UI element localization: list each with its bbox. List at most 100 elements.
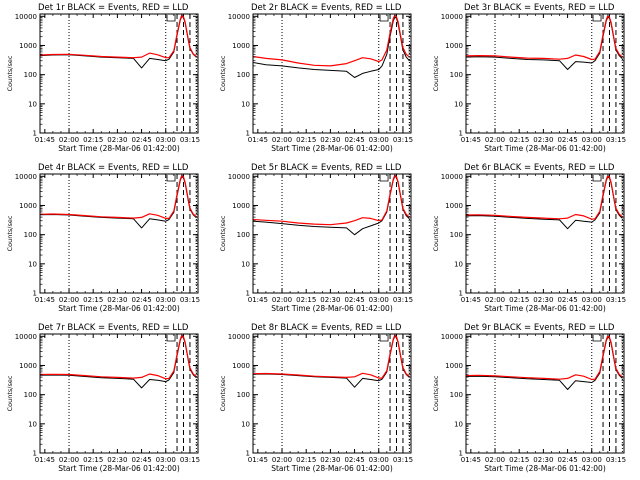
plot-frame <box>252 13 412 134</box>
x-tick-label: 03:15 <box>180 136 200 144</box>
events-series-line <box>39 15 197 69</box>
lld-series-line <box>39 174 197 219</box>
y-tick-label: 10000 <box>15 333 37 341</box>
x-tick-label: 02:15 <box>83 456 103 464</box>
plot-frame <box>252 173 412 294</box>
events-series-line <box>39 335 197 389</box>
lld-series-line <box>39 14 197 59</box>
x-tick-label: 01:45 <box>35 296 55 304</box>
panel-title: Det 1r BLACK = Events, RED = LLD <box>38 3 189 13</box>
plot-frame <box>465 13 625 134</box>
panel-title: Det 9r BLACK = Events, RED = LLD <box>464 323 615 333</box>
x-tick-label: 02:30 <box>320 456 340 464</box>
x-axis-label: Start Time (28-Mar-06 01:42:00) <box>484 464 606 473</box>
x-tick-label: 03:15 <box>606 456 626 464</box>
y-tick-label: 1000 <box>19 42 37 50</box>
y-tick-label: 1 <box>246 290 250 298</box>
x-tick-label: 03:00 <box>156 296 176 304</box>
panel-title: Det 6r BLACK = Events, RED = LLD <box>464 163 615 173</box>
x-tick-label: 03:00 <box>582 296 602 304</box>
x-tick-label: 03:00 <box>582 456 602 464</box>
x-tick-label: 02:45 <box>557 456 577 464</box>
y-tick-label: 1 <box>33 290 37 298</box>
x-tick-label: 02:30 <box>107 136 127 144</box>
x-tick-label: 02:00 <box>485 136 505 144</box>
x-tick-label: 02:30 <box>107 296 127 304</box>
x-tick-label: 02:45 <box>557 296 577 304</box>
panel-title: Det 3r BLACK = Events, RED = LLD <box>464 3 615 13</box>
x-tick-label: 02:30 <box>320 296 340 304</box>
x-tick-label: 02:45 <box>344 136 364 144</box>
y-tick-label: 1 <box>33 450 37 458</box>
detector-panel: Det 7r BLACK = Events, RED = LLD 1 10 100 10… <box>6 323 200 473</box>
x-axis-label: Start Time (28-Mar-06 01:42:00) <box>271 144 393 153</box>
x-axis-label: Start Time (28-Mar-06 01:42:00) <box>271 304 393 313</box>
x-tick-label: 02:45 <box>131 456 151 464</box>
panel-title: Det 8r BLACK = Events, RED = LLD <box>251 323 402 333</box>
x-tick-label: 02:45 <box>344 456 364 464</box>
plot-frame <box>39 333 199 454</box>
plot-frame <box>39 13 199 134</box>
x-tick-label: 02:00 <box>485 456 505 464</box>
detector-panel: Det 1r BLACK = Events, RED = LLD 1 10 100 10… <box>6 3 200 153</box>
y-tick-label: 10 <box>28 260 37 268</box>
plot-frame <box>252 333 412 454</box>
x-tick-label: 02:30 <box>320 136 340 144</box>
flare-bracket-marker <box>592 335 602 342</box>
x-tick-label: 01:45 <box>248 136 268 144</box>
lld-series-line <box>465 335 623 381</box>
x-axis-label: Start Time (28-Mar-06 01:42:00) <box>484 304 606 313</box>
y-tick-label: 100 <box>24 231 37 239</box>
x-tick-label: 03:15 <box>606 136 626 144</box>
x-tick-label: 02:15 <box>509 456 529 464</box>
events-series-line <box>252 175 410 236</box>
y-tick-label: 10000 <box>228 13 250 21</box>
x-tick-label: 03:15 <box>606 296 626 304</box>
x-tick-label: 02:15 <box>509 296 529 304</box>
y-axis-label: Counts/sec <box>219 55 227 91</box>
flare-bracket-marker <box>379 175 389 182</box>
panel-title: Det 5r BLACK = Events, RED = LLD <box>251 163 402 173</box>
y-tick-label: 1 <box>459 450 463 458</box>
y-tick-label: 1000 <box>232 42 250 50</box>
x-axis-label: Start Time (28-Mar-06 01:42:00) <box>58 144 180 153</box>
y-tick-label: 10 <box>454 260 463 268</box>
x-tick-label: 03:00 <box>369 296 389 304</box>
y-tick-label: 10 <box>454 100 463 108</box>
y-tick-label: 1000 <box>445 42 463 50</box>
panel-title: Det 7r BLACK = Events, RED = LLD <box>38 323 189 333</box>
y-axis-label: Counts/sec <box>219 215 227 251</box>
y-tick-label: 100 <box>237 391 250 399</box>
x-tick-label: 03:15 <box>393 136 413 144</box>
flare-bracket-marker <box>166 335 176 342</box>
x-tick-label: 01:45 <box>35 136 55 144</box>
y-tick-label: 1000 <box>445 202 463 210</box>
y-tick-label: 1 <box>33 130 37 138</box>
x-tick-label: 01:45 <box>461 296 481 304</box>
y-tick-label: 10000 <box>15 173 37 181</box>
x-tick-label: 02:00 <box>272 456 292 464</box>
y-tick-label: 100 <box>237 71 250 79</box>
plot-frame <box>465 333 625 454</box>
panel-title: Det 4r BLACK = Events, RED = LLD <box>38 163 189 173</box>
x-axis-label: Start Time (28-Mar-06 01:42:00) <box>271 464 393 473</box>
y-axis-label: Counts/sec <box>432 375 440 411</box>
flare-bracket-marker <box>379 335 389 342</box>
events-series-line <box>465 16 623 70</box>
x-tick-label: 02:15 <box>83 136 103 144</box>
x-tick-label: 02:00 <box>59 456 79 464</box>
y-axis-label: Counts/sec <box>6 215 14 251</box>
lld-series-line <box>252 14 410 67</box>
flare-bracket-marker <box>379 15 389 22</box>
lld-series-line <box>252 334 410 379</box>
y-tick-label: 10000 <box>441 333 463 341</box>
flare-bracket-marker <box>166 15 176 22</box>
detector-panel: Det 9r BLACK = Events, RED = LLD 1 10 100 10… <box>432 323 626 473</box>
x-tick-label: 03:00 <box>369 456 389 464</box>
y-tick-label: 10000 <box>228 333 250 341</box>
lld-series-line <box>39 334 197 380</box>
events-series-line <box>252 16 410 78</box>
x-tick-label: 03:00 <box>156 456 176 464</box>
y-tick-label: 10000 <box>15 13 37 21</box>
